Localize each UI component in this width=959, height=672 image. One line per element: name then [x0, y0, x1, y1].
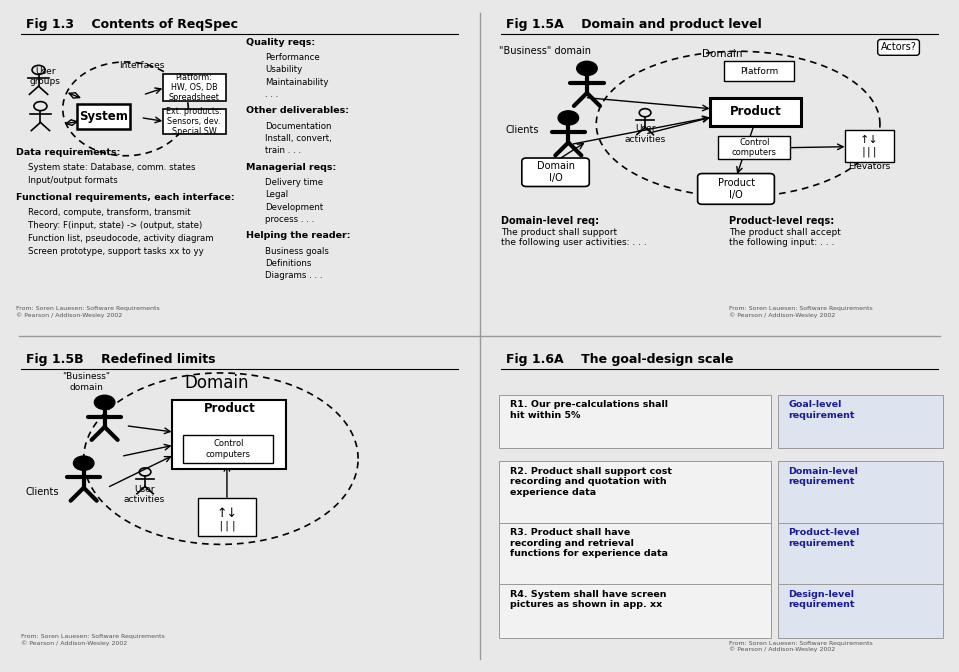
Text: Platform:
HW, OS, DB
Spreadsheet: Platform: HW, OS, DB Spreadsheet: [169, 73, 220, 102]
Circle shape: [558, 111, 578, 125]
Text: Elevators: Elevators: [848, 161, 890, 171]
Text: Product: Product: [730, 106, 782, 118]
FancyBboxPatch shape: [711, 98, 801, 126]
FancyBboxPatch shape: [77, 103, 130, 129]
Text: Control
computers: Control computers: [732, 138, 777, 157]
FancyBboxPatch shape: [499, 584, 771, 638]
FancyBboxPatch shape: [778, 461, 943, 534]
Circle shape: [576, 61, 597, 75]
FancyBboxPatch shape: [198, 499, 256, 536]
Text: User
activities: User activities: [124, 485, 165, 504]
Text: Managerial reqs:: Managerial reqs:: [246, 163, 337, 171]
Text: Domain-level req:: Domain-level req:: [501, 216, 599, 226]
Text: Product-level
requirement: Product-level requirement: [788, 528, 859, 548]
Text: Install, convert,: Install, convert,: [265, 134, 332, 143]
Text: The product shall accept
the following input: . . .: The product shall accept the following i…: [729, 228, 841, 247]
Text: Domain-level
requirement: Domain-level requirement: [788, 467, 858, 486]
FancyBboxPatch shape: [778, 584, 943, 638]
Text: Business goals: Business goals: [265, 247, 329, 255]
Text: Fig 1.6A    The goal-design scale: Fig 1.6A The goal-design scale: [505, 353, 733, 366]
Text: Development: Development: [265, 203, 323, 212]
Text: User
activities: User activities: [624, 124, 666, 144]
Text: "Business" domain: "Business" domain: [499, 46, 591, 56]
FancyBboxPatch shape: [718, 136, 790, 159]
Text: Usability: Usability: [265, 65, 302, 75]
FancyBboxPatch shape: [163, 109, 225, 134]
Text: Clients: Clients: [25, 487, 58, 497]
Text: Other deliverables:: Other deliverables:: [246, 106, 349, 116]
Text: Functional requirements, each interface:: Functional requirements, each interface:: [16, 193, 235, 202]
Text: Legal: Legal: [265, 190, 289, 200]
Text: train . . .: train . . .: [265, 146, 301, 155]
Text: Domain
I/O: Domain I/O: [537, 161, 574, 183]
Text: Product: Product: [203, 402, 255, 415]
Text: Documentation: Documentation: [265, 122, 332, 131]
Text: From: Soren Lauesen: Software Requirements
© Pearson / Addison-Wesley 2002: From: Soren Lauesen: Software Requiremen…: [729, 640, 873, 652]
Text: System: System: [80, 110, 129, 123]
Text: process . . .: process . . .: [265, 215, 315, 224]
Text: R1. Our pre-calculations shall
hit within 5%: R1. Our pre-calculations shall hit withi…: [510, 401, 668, 420]
Text: Delivery time: Delivery time: [265, 178, 323, 187]
Text: |||: |||: [860, 146, 878, 157]
FancyBboxPatch shape: [499, 523, 771, 595]
Text: Product-level reqs:: Product-level reqs:: [729, 216, 834, 226]
Text: . . .: . . .: [265, 90, 278, 99]
Text: ↑↓: ↑↓: [217, 507, 238, 520]
Text: Platform: Platform: [740, 67, 778, 76]
Text: Actors?: Actors?: [880, 42, 917, 52]
Text: System state: Database, comm. states: System state: Database, comm. states: [28, 163, 196, 172]
Text: "Business"
domain: "Business" domain: [62, 372, 110, 392]
FancyBboxPatch shape: [499, 461, 771, 534]
Text: Function list, pseudocode, activity diagram: Function list, pseudocode, activity diag…: [28, 235, 214, 243]
Text: Quality reqs:: Quality reqs:: [246, 38, 316, 46]
Text: Ext. products:
Sensors, dev.
Special SW: Ext. products: Sensors, dev. Special SW: [166, 107, 222, 136]
Text: R2. Product shall support cost
recording and quotation with
experience data: R2. Product shall support cost recording…: [510, 467, 672, 497]
FancyBboxPatch shape: [845, 130, 894, 162]
Text: |||: |||: [217, 520, 237, 531]
Text: Product
I/O: Product I/O: [717, 178, 755, 200]
Text: The product shall support
the following user activities: . . .: The product shall support the following …: [501, 228, 646, 247]
Text: Domain: Domain: [184, 374, 248, 392]
Text: Interfaces: Interfaces: [119, 61, 165, 70]
Text: Clients: Clients: [505, 125, 539, 135]
Text: User
groups: User groups: [30, 67, 60, 86]
Circle shape: [94, 395, 115, 409]
Text: Input/output formats: Input/output formats: [28, 176, 118, 185]
Text: Fig 1.5B    Redefined limits: Fig 1.5B Redefined limits: [26, 353, 215, 366]
FancyBboxPatch shape: [697, 173, 774, 204]
FancyBboxPatch shape: [499, 395, 771, 448]
Text: Theory: F(input, state) -> (output, state): Theory: F(input, state) -> (output, stat…: [28, 222, 202, 230]
Text: Data requirements:: Data requirements:: [16, 148, 121, 157]
Text: Definitions: Definitions: [265, 259, 312, 268]
FancyBboxPatch shape: [778, 523, 943, 595]
Text: Screen prototype, support tasks xx to yy: Screen prototype, support tasks xx to yy: [28, 247, 203, 256]
FancyBboxPatch shape: [724, 61, 794, 81]
Text: Fig 1.5A    Domain and product level: Fig 1.5A Domain and product level: [505, 18, 761, 32]
Text: From: Soren Lauesen: Software Requirements
© Pearson / Addison-Wesley 2002: From: Soren Lauesen: Software Requiremen…: [21, 634, 165, 646]
FancyBboxPatch shape: [172, 400, 286, 469]
FancyBboxPatch shape: [522, 158, 589, 187]
Text: Control
computers: Control computers: [206, 439, 251, 459]
Text: From: Soren Lauesen: Software Requirements
© Pearson / Addison-Wesley 2002: From: Soren Lauesen: Software Requiremen…: [729, 306, 873, 317]
FancyBboxPatch shape: [163, 74, 225, 101]
Text: Performance: Performance: [265, 53, 320, 62]
Text: Design-level
requirement: Design-level requirement: [788, 590, 854, 609]
Text: Fig 1.3    Contents of ReqSpec: Fig 1.3 Contents of ReqSpec: [26, 18, 238, 32]
Text: Maintainability: Maintainability: [265, 78, 329, 87]
Text: Record, compute, transform, transmit: Record, compute, transform, transmit: [28, 208, 191, 218]
FancyBboxPatch shape: [778, 395, 943, 448]
Text: ↑↓: ↑↓: [860, 134, 878, 144]
Text: R3. Product shall have
recording and retrieval
functions for experience data: R3. Product shall have recording and ret…: [510, 528, 668, 558]
Text: From: Soren Lauesen: Software Requirements
© Pearson / Addison-Wesley 2002: From: Soren Lauesen: Software Requiremen…: [16, 306, 160, 317]
Text: Goal-level
requirement: Goal-level requirement: [788, 401, 854, 420]
Text: R4. System shall have screen
pictures as shown in app. xx: R4. System shall have screen pictures as…: [510, 590, 667, 609]
Text: Helping the reader:: Helping the reader:: [246, 231, 351, 240]
FancyBboxPatch shape: [183, 435, 273, 463]
Circle shape: [74, 456, 94, 470]
Text: Diagrams . . .: Diagrams . . .: [265, 271, 322, 280]
Text: Domain: Domain: [702, 49, 742, 59]
